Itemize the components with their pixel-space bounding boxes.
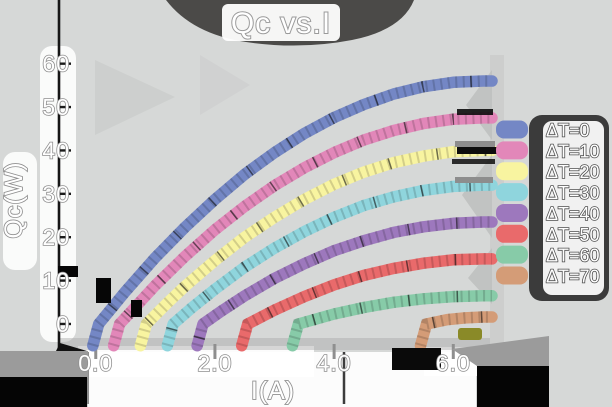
corner-blobs: [0, 336, 549, 407]
series-hatch-ΔT=70: [414, 311, 492, 348]
legend-label: ΔT=40: [546, 204, 600, 224]
black-strip-artifact: [452, 159, 495, 164]
x-tick-label: 2.0: [197, 350, 232, 376]
series-line-ΔT=50: [235, 253, 498, 352]
chart-title: Qc vs.I: [231, 7, 331, 40]
background-blotch: [200, 55, 250, 115]
black-blob-artifact: [58, 266, 78, 277]
series-line-ΔT=60: [286, 290, 498, 352]
x-axis-label: I(A): [251, 377, 295, 405]
black-blob-artifact: [392, 348, 441, 370]
legend-label: ΔT=0: [546, 121, 590, 141]
bottom-right-black-blob: [477, 366, 549, 407]
series-line-ΔT=10: [107, 112, 498, 352]
y-tick-label: 60: [42, 51, 70, 77]
legend-label: ΔT=60: [546, 246, 600, 266]
series-hatch-ΔT=60: [286, 290, 492, 348]
legend-label: ΔT=10: [546, 141, 600, 161]
series-line-ΔT=70: [414, 311, 498, 352]
legend-swatch: [496, 224, 528, 243]
y-tick-label: 50: [42, 94, 70, 120]
ylabel-backing: [3, 152, 37, 270]
olive-artifact: [458, 328, 482, 340]
legend-swatch: [496, 162, 528, 181]
legend-swatch: [496, 245, 528, 264]
bottom-right-gray: [452, 336, 549, 366]
series-hatch-ΔT=40: [191, 216, 492, 348]
title-backing: [222, 4, 340, 41]
series-hatch-ΔT=20: [134, 144, 492, 348]
y-tick-label: 20: [42, 224, 70, 250]
tick-labels: 0.0 2.0 4.0 6.0 0 10 20 30 40 50 60: [42, 50, 471, 377]
y-tick-label: 10: [42, 268, 70, 294]
bottom-left-black-blob: [0, 377, 87, 407]
plot-series: [87, 75, 498, 352]
legend-swatch: [496, 266, 528, 285]
legend-inner-backing: [543, 121, 604, 295]
y-tick-label: 40: [42, 137, 70, 163]
legend-label: ΔT=50: [546, 225, 600, 245]
x-tick-label: 6.0: [436, 350, 471, 376]
series-line-ΔT=40: [191, 216, 498, 352]
gray-strip-artifact: [455, 141, 495, 147]
series-blackhatch-ΔT=0: [87, 75, 492, 348]
legend-swatch: [496, 120, 528, 139]
x-tick-label: 4.0: [317, 350, 352, 376]
gray-strip-artifact: [455, 177, 493, 183]
black-strip-artifact: [457, 147, 497, 154]
x-tick-label: 0.0: [78, 350, 113, 376]
series-line-ΔT=30: [161, 179, 498, 352]
black-blob-artifact: [131, 300, 142, 317]
plot-right-edge: [490, 55, 504, 350]
legend-swatch: [496, 141, 528, 160]
axis-labels: I(A) Qc(W): [0, 161, 295, 406]
artifacts: [58, 109, 497, 404]
title-banner: Qc vs.I: [166, 0, 414, 46]
black-strip-artifact: [457, 109, 493, 115]
series-hatch-ΔT=10: [108, 112, 492, 348]
black-blob-artifact: [96, 278, 111, 303]
bottom-left-wedge: [56, 343, 87, 351]
series-line-ΔT=20: [134, 144, 498, 352]
legend-swatch: [496, 183, 528, 202]
axes: [57, 0, 455, 359]
legend-label: ΔT=20: [546, 162, 600, 182]
bottom-left-gray: [0, 351, 88, 378]
y-axis-label: Qc(W): [0, 161, 28, 238]
legend-label: ΔT=70: [546, 267, 600, 287]
legend-label: ΔT=30: [546, 183, 600, 203]
y-tick-label: 0: [56, 311, 70, 337]
legend-swatch: [496, 203, 528, 222]
y-tick-label: 30: [42, 181, 70, 207]
background-blotch: [95, 60, 175, 135]
